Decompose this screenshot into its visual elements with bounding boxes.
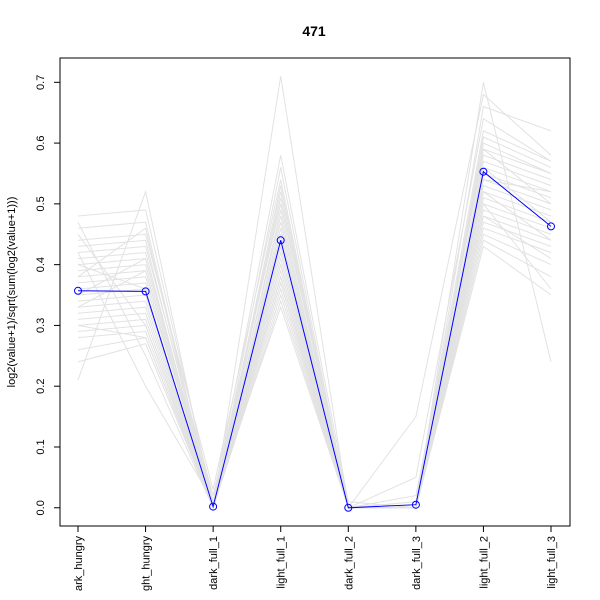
highlight-point <box>141 287 150 296</box>
x-tick-label: light_full_1 <box>276 536 288 589</box>
background-series-line <box>77 179 552 509</box>
background-series-line <box>77 209 552 510</box>
background-series-line <box>77 166 552 510</box>
background-series-line <box>77 76 552 509</box>
highlight-point <box>276 236 285 245</box>
background-series-line <box>77 117 552 509</box>
background-series-line <box>77 160 552 509</box>
x-tick-label: ght_hungry <box>141 536 153 592</box>
highlight-point <box>209 502 218 511</box>
highlight-point <box>547 222 555 231</box>
x-tick-label: dark_full_3 <box>411 536 423 590</box>
y-axis: 0.0 0.1 0.2 0.3 0.4 0.5 0.6 0.7 <box>35 75 60 515</box>
y-tick-label: 0.3 <box>35 318 47 333</box>
x-tick-label: light_full_3 <box>546 536 558 589</box>
y-tick-label: 0.1 <box>35 439 47 454</box>
background-series-line <box>77 136 552 509</box>
x-tick-label: dark_full_2 <box>343 536 355 590</box>
y-axis-label: log2(value+1)/sqrt(sum(log2(value+1))) <box>6 197 18 388</box>
y-tick-label: 0.0 <box>35 500 47 515</box>
chart-title: 471 <box>302 23 326 39</box>
background-series-line <box>77 227 552 510</box>
plot-frame <box>59 57 571 527</box>
background-series-line <box>77 234 552 510</box>
highlight-point <box>344 503 353 512</box>
x-tick-label: dark_full_1 <box>208 536 220 590</box>
x-tick-label: ark_hungry <box>73 536 85 592</box>
highlight-point <box>411 500 420 509</box>
x-axis: ark_hungry ght_hungry dark_full_1 light_ful… <box>73 526 558 591</box>
background-series-line <box>77 93 552 510</box>
highlight-point <box>479 167 488 176</box>
background-series-line <box>77 215 552 510</box>
x-tick-label: light_full_2 <box>478 536 490 589</box>
y-tick-label: 0.4 <box>35 257 47 272</box>
background-lines <box>77 76 552 510</box>
background-series-line <box>77 148 552 509</box>
background-series-line <box>77 202 552 510</box>
background-series-line <box>77 105 552 509</box>
background-series-line <box>77 239 552 510</box>
highlight-series-line <box>77 170 552 509</box>
y-tick-label: 0.2 <box>35 379 47 394</box>
y-tick-label: 0.7 <box>35 75 47 90</box>
y-tick-label: 0.6 <box>35 135 47 150</box>
background-series-line <box>77 190 552 510</box>
highlight-series <box>74 167 555 512</box>
highlight-point <box>74 286 82 295</box>
background-series-line <box>77 197 552 510</box>
y-tick-label: 0.5 <box>35 196 47 211</box>
